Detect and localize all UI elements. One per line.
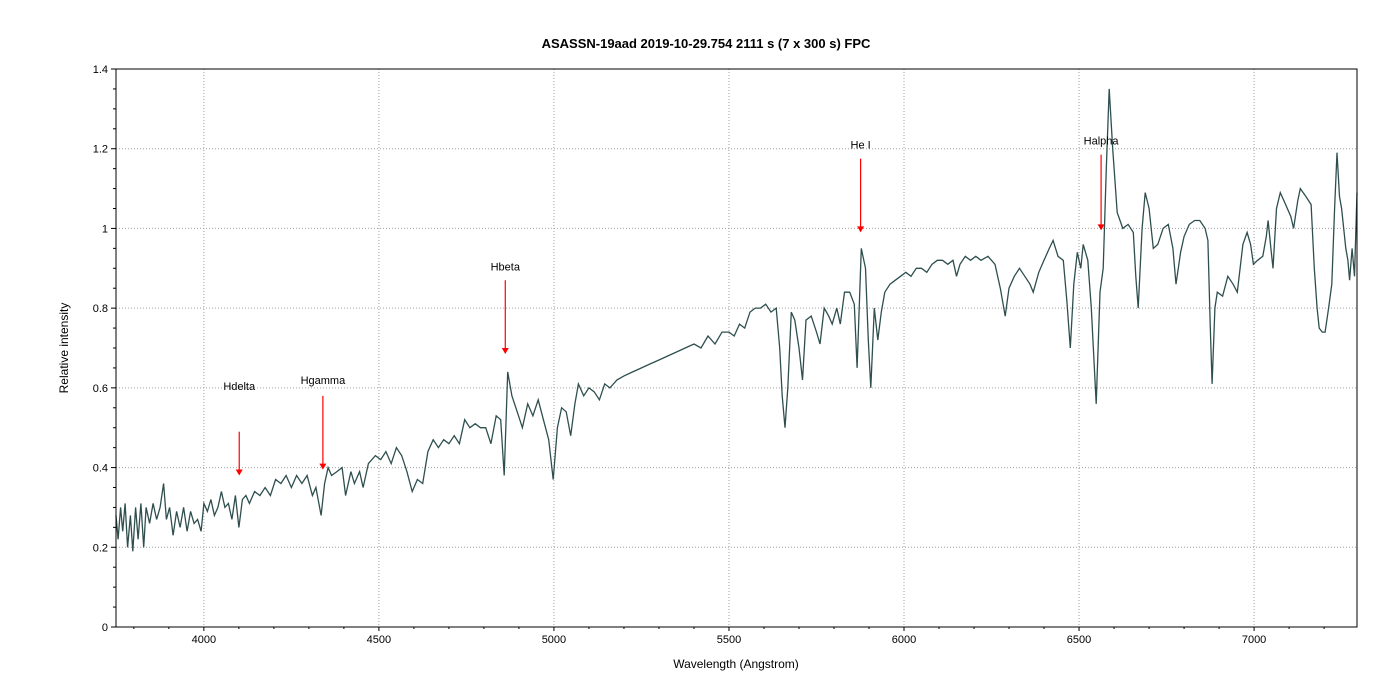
annotation-arrow-head [319, 463, 327, 470]
y-tick-label: 0.8 [93, 303, 108, 315]
grid [116, 69, 1357, 627]
x-tick-label: 4000 [192, 634, 216, 646]
plot-frame [115, 68, 1358, 628]
y-axis-label: Relative intensity [57, 303, 71, 394]
annotation-label: Hbeta [491, 261, 521, 273]
x-tick-label: 4500 [367, 634, 391, 646]
y-tick-label: 0.6 [93, 383, 108, 395]
y-tick-label: 1.4 [93, 64, 108, 76]
annotation-arrow-head [235, 469, 243, 476]
y-axis-ticks: 0 0.2 0.4 0.6 0.8 1 1.2 1.4 [93, 64, 116, 634]
x-axis-ticks: 4000 4500 5000 5500 6000 6500 7000 [133, 627, 1325, 646]
y-tick-label: 0 [102, 622, 108, 634]
annotation-arrow-head [501, 347, 509, 354]
spectrum-line [115, 88, 1358, 552]
annotation-label: Hdelta [223, 381, 256, 393]
annotation-label: Halpha [1084, 136, 1120, 148]
x-tick-label: 5500 [717, 634, 741, 646]
y-tick-label: 1 [102, 223, 108, 235]
x-tick-label: 6500 [1067, 634, 1091, 646]
chart-title: ASASSN-19aad 2019-10-29.754 2111 s (7 x … [542, 36, 871, 51]
y-tick-label: 1.2 [93, 144, 108, 156]
line-annotations: Hdelta Hgamma Hbeta He I Halpha [223, 136, 1119, 476]
x-axis-label: Wavelength (Angstrom) [673, 657, 799, 671]
annotation-label: Hgamma [301, 375, 347, 387]
y-tick-label: 0.2 [93, 542, 108, 554]
x-tick-label: 5000 [542, 634, 566, 646]
x-tick-label: 7000 [1242, 634, 1266, 646]
x-tick-label: 6000 [892, 634, 916, 646]
annotation-arrow-head [1097, 224, 1105, 231]
annotation-label: He I [851, 140, 871, 152]
y-tick-label: 0.4 [93, 463, 108, 475]
annotation-arrow-head [857, 226, 865, 233]
